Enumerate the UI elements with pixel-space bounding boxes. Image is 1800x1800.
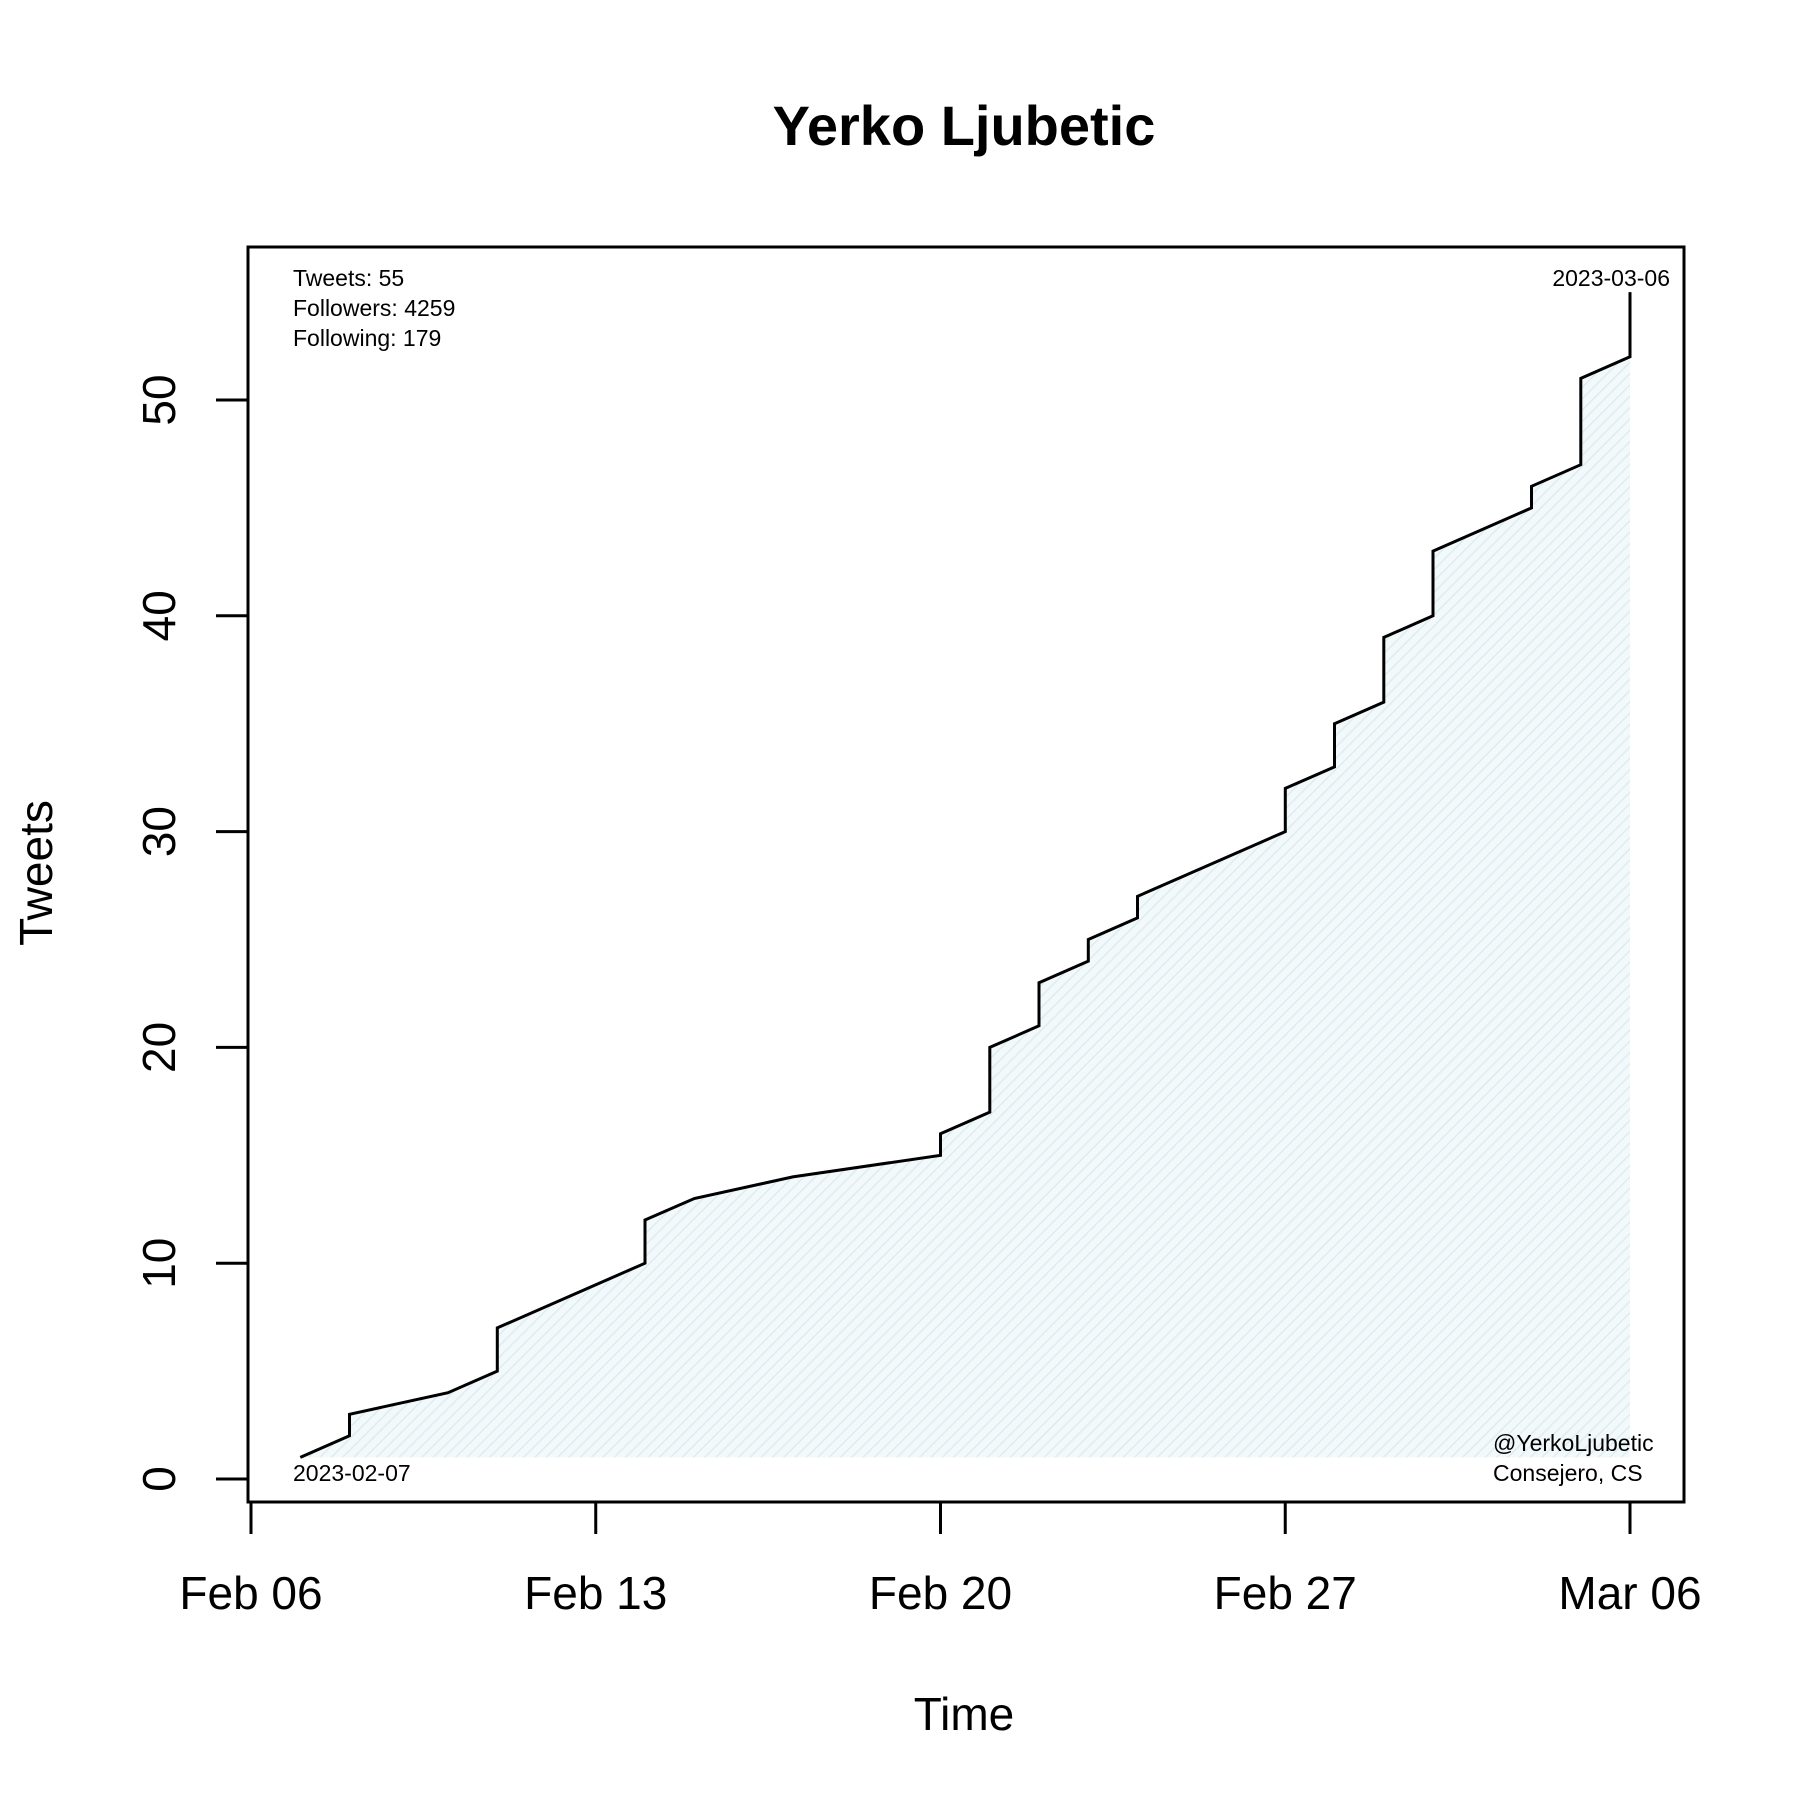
- y-tick-label: 50: [133, 374, 185, 425]
- y-axis-label: Tweets: [10, 800, 62, 946]
- x-tick-label: Feb 13: [524, 1567, 667, 1619]
- footer-role: Consejero, CS: [1493, 1460, 1643, 1486]
- x-axis: Feb 06 Feb 13 Feb 20 Feb 27 Mar 06: [179, 1500, 1702, 1619]
- y-tick-label: 20: [133, 1022, 185, 1073]
- y-tick-label: 10: [133, 1238, 185, 1289]
- y-axis: 0 10 20 30 40 50: [133, 374, 250, 1492]
- cumulative-tweets-line: [299, 292, 1632, 1459]
- footer-handle: @YerkoLjubetic: [1493, 1430, 1654, 1456]
- chart-title: Yerko Ljubetic: [773, 94, 1156, 157]
- x-tick-label: Feb 06: [179, 1567, 322, 1619]
- end-date-label: 2023-03-06: [1552, 265, 1670, 291]
- x-tick-label: Mar 06: [1558, 1567, 1701, 1619]
- x-tick-label: Feb 27: [1214, 1567, 1357, 1619]
- x-tick-label: Feb 20: [869, 1567, 1012, 1619]
- stat-followers: Followers: 4259: [293, 295, 455, 321]
- y-tick-label: 30: [133, 806, 185, 857]
- y-tick-label: 40: [133, 590, 185, 641]
- stat-tweets: Tweets: 55: [293, 265, 404, 291]
- cumulative-area-fill: [300, 292, 1630, 1458]
- x-axis-label: Time: [914, 1688, 1015, 1740]
- stat-following: Following: 179: [293, 325, 441, 351]
- y-tick-label: 0: [133, 1466, 185, 1492]
- start-date-label: 2023-02-07: [293, 1460, 411, 1486]
